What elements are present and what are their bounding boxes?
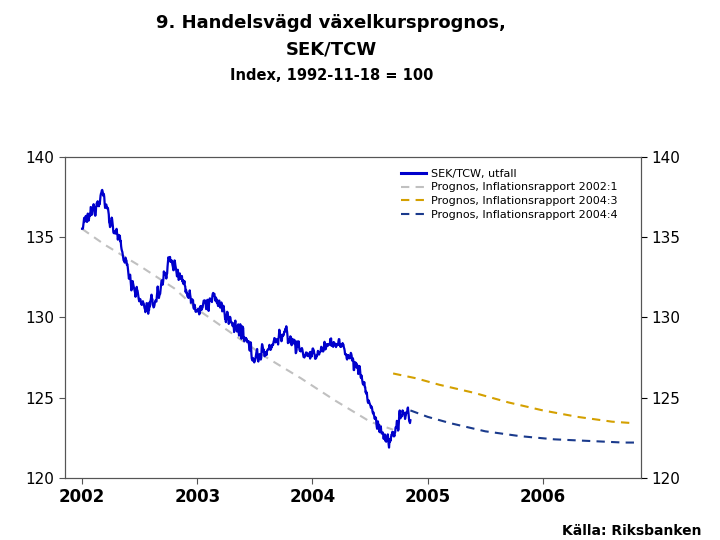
Text: SEK/TCW: SEK/TCW	[286, 40, 377, 58]
Text: RIKSBANK: RIKSBANK	[626, 106, 670, 115]
Legend: SEK/TCW, utfall, Prognos, Inflationsrapport 2002:1, Prognos, Inflationsrapport 2: SEK/TCW, utfall, Prognos, Inflationsrapp…	[401, 168, 618, 220]
Text: SVERIGES: SVERIGES	[627, 91, 670, 100]
Text: Index, 1992-11-18 = 100: Index, 1992-11-18 = 100	[230, 68, 433, 83]
Text: 9. Handelsvägd växelkursprognos,: 9. Handelsvägd växelkursprognos,	[156, 14, 506, 31]
Text: Källa: Riksbanken: Källa: Riksbanken	[562, 524, 702, 538]
